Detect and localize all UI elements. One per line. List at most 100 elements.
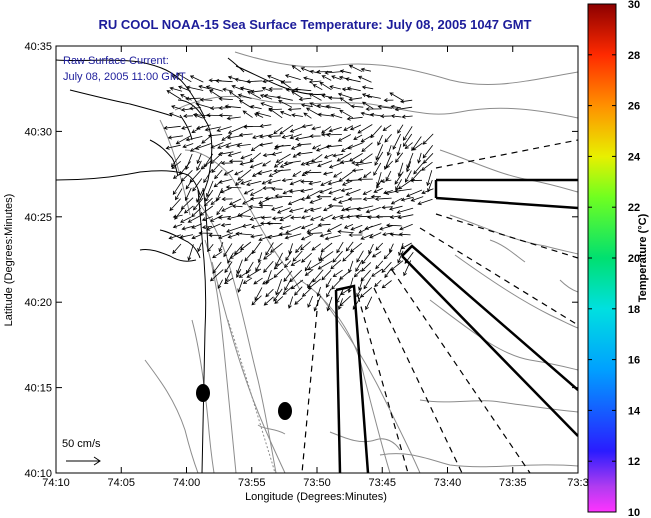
current-vector-arrow bbox=[320, 179, 332, 186]
current-vector-arrow bbox=[351, 160, 363, 165]
current-vector-arrow bbox=[370, 194, 381, 199]
current-vector-arrow bbox=[205, 85, 224, 92]
colorbar-tick-label: 22 bbox=[628, 202, 640, 214]
current-vector-arrow bbox=[333, 171, 343, 178]
current-vector-arrow bbox=[426, 170, 433, 187]
current-vector-arrow bbox=[413, 162, 424, 175]
current-vector-arrow bbox=[206, 180, 214, 198]
current-vector-arrow bbox=[307, 261, 323, 271]
current-vector-arrow bbox=[273, 160, 284, 168]
current-vector-arrow bbox=[259, 221, 273, 226]
colorbar-tick-label: 18 bbox=[628, 304, 640, 316]
current-vector-arrow bbox=[242, 277, 253, 284]
current-vector-arrow bbox=[287, 296, 294, 309]
current-vector-arrow bbox=[317, 260, 333, 270]
y-tick-label: 40:25 bbox=[24, 212, 52, 224]
current-vector-arrow bbox=[300, 196, 311, 201]
current-vector-arrow bbox=[212, 261, 222, 274]
current-vector-arrow bbox=[249, 162, 263, 169]
chart-title: RU COOL NOAA-15 Sea Surface Temperature:… bbox=[98, 17, 531, 32]
current-vector-arrow bbox=[228, 159, 243, 164]
current-vector-arrow bbox=[291, 91, 303, 99]
current-vector-arrow bbox=[348, 232, 363, 238]
current-vector-arrow bbox=[250, 234, 263, 239]
current-vector-arrow bbox=[291, 65, 302, 73]
current-vector-arrow bbox=[187, 244, 194, 261]
current-vector-arrow bbox=[279, 214, 292, 222]
x-tick-label: 73:3 bbox=[567, 477, 588, 489]
current-vector-arrow bbox=[325, 104, 341, 110]
current-vector-arrow bbox=[234, 243, 244, 255]
current-vector-arrow bbox=[294, 135, 312, 141]
current-vector-arrow bbox=[342, 251, 353, 262]
current-vector-arrow bbox=[301, 124, 313, 129]
current-vector-arrow bbox=[225, 185, 242, 190]
current-vector-arrow bbox=[242, 110, 253, 118]
current-vector-arrow bbox=[316, 194, 332, 199]
current-vector-arrow bbox=[421, 161, 433, 171]
current-vector-arrow bbox=[417, 198, 433, 206]
current-vector-arrow bbox=[172, 180, 183, 196]
current-vector-arrow bbox=[289, 133, 302, 140]
current-vector-arrow bbox=[292, 170, 302, 177]
current-vector-arrow bbox=[402, 126, 413, 141]
current-vector-arrow bbox=[267, 134, 281, 139]
current-vector-arrow bbox=[282, 189, 293, 195]
current-vector-arrow bbox=[253, 277, 263, 285]
current-vector-arrow bbox=[203, 197, 213, 207]
current-vector-arrow bbox=[273, 268, 284, 278]
current-vector-arrow bbox=[422, 133, 434, 145]
current-vector-arrow bbox=[179, 234, 194, 239]
current-vector-arrow bbox=[404, 142, 413, 150]
current-vector-arrow bbox=[300, 67, 312, 73]
current-vector-arrow bbox=[259, 142, 273, 147]
shipping-lanes bbox=[334, 178, 578, 473]
current-vector-arrow bbox=[346, 86, 361, 92]
current-vector-arrow bbox=[311, 154, 323, 163]
current-vector-arrow bbox=[290, 215, 302, 220]
current-vector-arrow bbox=[267, 74, 283, 82]
current-vector-arrow bbox=[292, 250, 303, 262]
current-vector-arrow bbox=[384, 268, 392, 279]
current-vector-arrow bbox=[197, 242, 202, 253]
current-vector-arrow bbox=[247, 91, 262, 100]
x-tick-label: 73:45 bbox=[368, 477, 396, 489]
current-vector-arrow bbox=[195, 143, 212, 150]
current-vector-arrow bbox=[399, 223, 413, 231]
current-vector-arrow bbox=[422, 144, 434, 159]
current-vector-arrow bbox=[262, 79, 274, 84]
current-vector-arrow bbox=[375, 260, 384, 270]
current-vector-arrow bbox=[298, 97, 312, 102]
current-vector-arrow bbox=[198, 84, 214, 91]
current-vector-arrow bbox=[300, 233, 314, 241]
current-vector-arrow bbox=[216, 126, 232, 132]
current-vector-arrow bbox=[396, 207, 414, 214]
current-vector-arrow bbox=[276, 207, 291, 214]
current-vector-arrow bbox=[221, 133, 232, 141]
current-vector-arrow bbox=[336, 152, 352, 162]
current-vector-arrow bbox=[185, 136, 203, 142]
current-vector-arrow bbox=[260, 102, 273, 108]
current-vector-arrow bbox=[169, 86, 183, 92]
current-vector-arrow bbox=[262, 153, 273, 158]
current-vector-arrow bbox=[375, 214, 392, 219]
current-vector-arrow bbox=[228, 198, 242, 206]
current-vector-arrow bbox=[300, 188, 313, 193]
x-tick-label: 74:00 bbox=[173, 477, 201, 489]
current-vector-arrow bbox=[212, 251, 223, 259]
current-vector-arrow bbox=[262, 186, 273, 191]
current-vector-arrow bbox=[205, 223, 221, 231]
current-vector-arrow bbox=[394, 188, 412, 194]
current-vector-arrow bbox=[249, 104, 262, 110]
current-vector-arrow bbox=[172, 224, 183, 229]
current-vector-arrow bbox=[168, 234, 182, 240]
scale-arrow bbox=[66, 456, 101, 466]
current-vector-arrow bbox=[358, 277, 364, 291]
current-vector-arrow bbox=[285, 226, 302, 234]
current-vector-arrow bbox=[171, 75, 182, 81]
current-vector-arrow bbox=[225, 142, 243, 149]
current-vector-arrow bbox=[369, 232, 382, 239]
current-vector-arrow bbox=[199, 205, 214, 216]
current-vector-arrow bbox=[385, 223, 402, 228]
current-vector-arrow bbox=[180, 216, 192, 223]
